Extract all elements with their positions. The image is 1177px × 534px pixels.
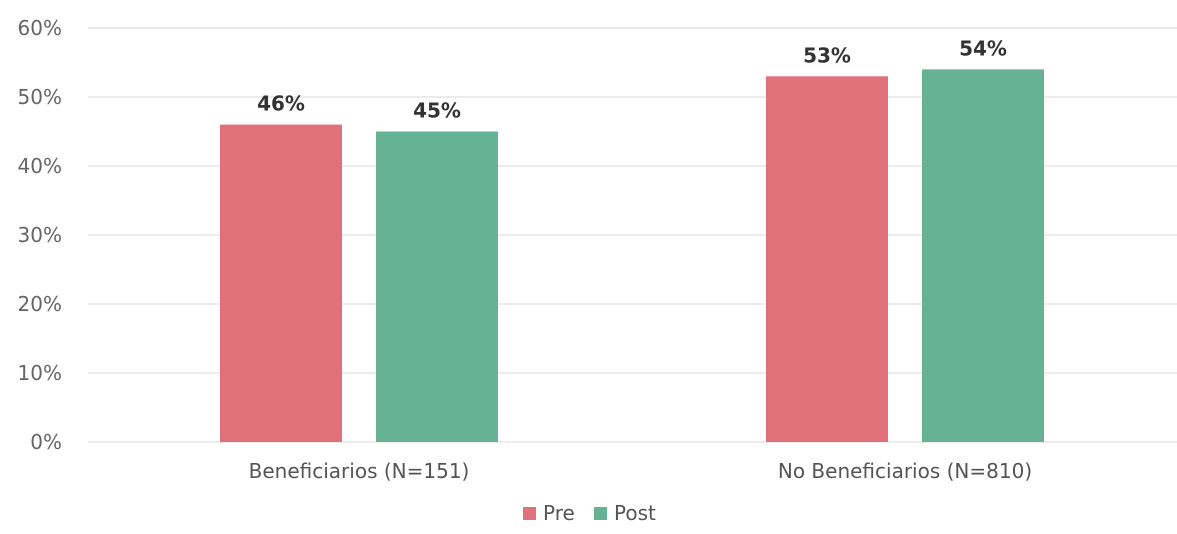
bar-pre-0: [220, 124, 342, 442]
legend-label-pre: Pre: [543, 501, 575, 525]
legend-swatch-pre: [523, 507, 536, 520]
x-category-label: Beneficiarios (N=151): [249, 459, 470, 483]
data-label: 46%: [257, 92, 305, 116]
x-category-label: No Beneficiarios (N=810): [778, 459, 1032, 483]
x-axis-categories: Beneficiarios (N=151) No Beneficiarios (N…: [249, 459, 1032, 483]
y-axis-ticks: 0% 10% 20% 30% 40% 50% 60%: [18, 16, 62, 454]
bar-post-0: [376, 131, 498, 442]
y-tick-label: 30%: [18, 223, 62, 247]
bar-pre-1: [766, 76, 888, 443]
y-tick-label: 10%: [18, 361, 62, 385]
y-tick-label: 40%: [18, 154, 62, 178]
data-labels: 46% 45% 53% 54%: [257, 36, 1007, 122]
y-tick-label: 0%: [30, 430, 62, 454]
legend: Pre Post: [523, 501, 656, 525]
bars: [220, 69, 1044, 443]
y-tick-label: 50%: [18, 85, 62, 109]
bar-post-1: [922, 69, 1044, 443]
y-tick-label: 60%: [18, 16, 62, 40]
data-label: 54%: [959, 36, 1007, 60]
legend-swatch-post: [594, 507, 607, 520]
legend-label-post: Post: [614, 501, 656, 525]
data-label: 53%: [803, 43, 851, 67]
data-label: 45%: [413, 99, 461, 123]
y-tick-label: 20%: [18, 292, 62, 316]
